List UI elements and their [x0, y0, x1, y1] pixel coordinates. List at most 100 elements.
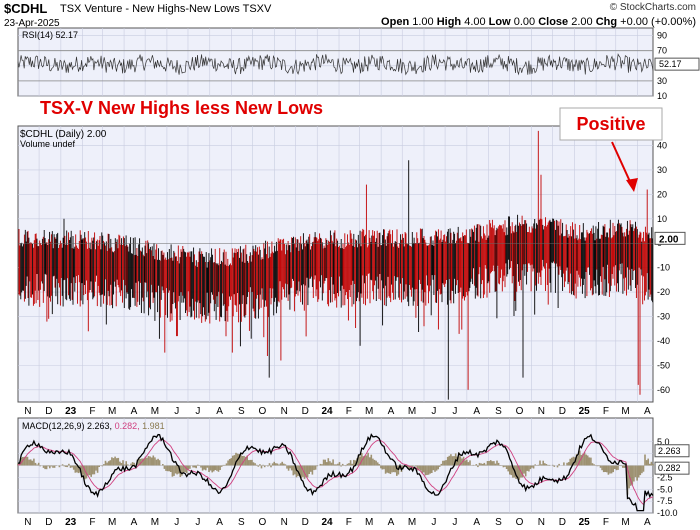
histogram-bar	[53, 465, 56, 468]
histogram-bar	[622, 465, 624, 468]
histogram-bar	[528, 465, 530, 472]
histogram-bar	[424, 465, 427, 476]
histogram-bar	[93, 465, 96, 475]
histogram-bar	[392, 465, 395, 473]
histogram-bar	[184, 465, 186, 473]
histogram-bar	[496, 460, 498, 466]
histogram-bar	[391, 465, 393, 473]
histogram-bar	[478, 462, 481, 466]
annotation-callout: Positive	[576, 114, 645, 134]
histogram-bar	[365, 455, 368, 466]
histogram-bar	[466, 459, 468, 466]
histogram-bar	[572, 456, 575, 466]
histogram-bar	[383, 465, 385, 470]
histogram-bar	[319, 463, 322, 466]
histogram-bar	[499, 465, 501, 466]
histogram-bar	[120, 463, 123, 466]
histogram-bar	[170, 465, 172, 472]
main-xaxis-label: S	[238, 406, 245, 417]
histogram-bar	[187, 465, 190, 470]
histogram-bar	[305, 465, 307, 478]
histogram-bar	[553, 465, 556, 467]
histogram-bar	[61, 464, 64, 466]
histogram-bar	[104, 460, 107, 466]
main-xaxis-label: N	[281, 406, 288, 417]
histogram-bar	[192, 465, 194, 468]
histogram-bar	[380, 465, 382, 469]
histogram-bar	[90, 465, 92, 477]
main-xaxis-label: D	[45, 406, 52, 417]
histogram-bar	[361, 453, 363, 466]
histogram-bar	[213, 465, 215, 472]
histogram-bar	[637, 465, 640, 478]
main-tick-label: 10	[657, 214, 667, 224]
main-xaxis-label: 23	[65, 406, 77, 417]
histogram-bar	[432, 465, 435, 471]
histogram-bar	[228, 459, 231, 466]
histogram-bar	[281, 461, 283, 466]
histogram-bar	[230, 458, 233, 466]
histogram-bar	[66, 465, 69, 468]
histogram-bar	[450, 454, 452, 466]
histogram-bar	[534, 464, 536, 466]
histogram-bar	[504, 465, 506, 467]
histogram-bar	[52, 465, 54, 468]
main-xaxis-label: J	[452, 406, 457, 417]
histogram-bar	[267, 465, 269, 467]
histogram-bar	[540, 464, 543, 466]
histogram-bar	[615, 465, 618, 471]
ohlc-key: High	[433, 16, 465, 28]
histogram-bar	[389, 465, 392, 474]
histogram-bar	[295, 465, 298, 478]
histogram-bar	[515, 465, 517, 479]
rsi-label-value: 52.17	[56, 30, 79, 40]
histogram-bar	[518, 465, 521, 480]
histogram-bar	[606, 465, 608, 473]
ohlc-value: +0.00 (+0.00%)	[620, 16, 696, 28]
histogram-bar	[80, 465, 83, 478]
histogram-bar	[415, 465, 417, 467]
macd-xaxis-label: A	[216, 517, 223, 528]
rsi-tick-label: 10	[657, 91, 667, 101]
histogram-bar	[421, 465, 423, 474]
histogram-bar	[462, 456, 465, 466]
histogram-bar	[294, 465, 296, 475]
histogram-bar	[575, 454, 578, 466]
histogram-bar	[64, 465, 67, 467]
histogram-bar	[604, 465, 607, 472]
histogram-bar	[607, 465, 610, 475]
macd-xaxis-label: M	[108, 517, 116, 528]
histogram-bar	[524, 465, 527, 477]
histogram-bar	[617, 465, 619, 470]
main-tick-label: 20	[657, 189, 667, 199]
histogram-bar	[87, 465, 89, 476]
histogram-bar	[44, 465, 46, 470]
histogram-bar	[300, 465, 303, 479]
histogram-bar	[434, 465, 436, 472]
histogram-bar	[133, 462, 135, 466]
main-xaxis-label: D	[302, 406, 309, 417]
histogram-bar	[362, 456, 365, 466]
histogram-bar	[260, 465, 263, 469]
histogram-bar	[77, 465, 80, 474]
histogram-bar	[335, 464, 338, 466]
macd-xaxis-label: D	[45, 517, 52, 528]
histogram-bar	[370, 454, 373, 466]
histogram-bar	[353, 459, 355, 466]
macd-line	[17, 433, 654, 512]
histogram-bar	[629, 465, 632, 486]
macd-label-part: 1.981	[142, 421, 165, 431]
histogram-bar	[548, 464, 551, 466]
histogram-bar	[438, 465, 441, 467]
macd-xaxis-label: D	[302, 517, 309, 528]
histogram-bar	[337, 463, 339, 466]
histogram-bar	[82, 465, 85, 475]
histogram-bar	[209, 465, 212, 471]
histogram-bar	[547, 464, 549, 466]
macd-tick-label: -2.5	[657, 472, 673, 482]
histogram-bar	[101, 465, 104, 467]
main-xaxis-label: F	[346, 406, 352, 417]
histogram-bar	[375, 460, 377, 466]
histogram-bar	[396, 465, 398, 476]
histogram-bar	[306, 465, 309, 478]
